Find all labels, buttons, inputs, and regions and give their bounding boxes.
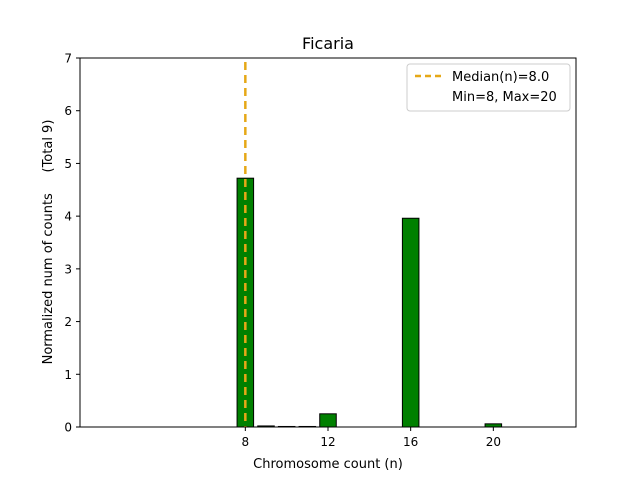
x-tick-label: 8	[242, 435, 250, 449]
y-tick-label: 3	[64, 262, 72, 276]
y-tick-label: 0	[64, 421, 72, 435]
x-axis: 8 12 16 20	[242, 427, 501, 449]
x-tick-label: 20	[486, 435, 501, 449]
y-tick-label: 7	[64, 52, 72, 66]
chart-title: Ficaria	[302, 34, 354, 53]
legend-entry-median: Median(n)=8.0	[452, 70, 549, 85]
y-tick-label: 2	[64, 315, 72, 329]
y-tick-label: 4	[64, 210, 72, 224]
legend-box	[406, 63, 571, 112]
y-tick-label: 1	[64, 368, 72, 382]
plot-frame	[79, 57, 577, 428]
y-axis: 0 1 2 3 4 5 6 7	[64, 52, 80, 435]
x-axis-label: Chromosome count (n)	[253, 457, 403, 472]
bar-12	[319, 413, 337, 428]
legend-entry-min-max: Min=8, Max=20	[452, 90, 557, 105]
legend: Median(n)=8.0 Min=8, Max=20	[406, 63, 571, 112]
y-tick-label: 6	[64, 104, 72, 118]
y-tick-label: 5	[64, 157, 72, 171]
x-tick-label: 16	[403, 435, 418, 449]
x-tick-label: 12	[320, 435, 335, 449]
plot-area	[236, 62, 503, 428]
bar-16	[401, 217, 420, 428]
y-axis-label: Normalized num of counts (Total 9)	[41, 120, 56, 365]
